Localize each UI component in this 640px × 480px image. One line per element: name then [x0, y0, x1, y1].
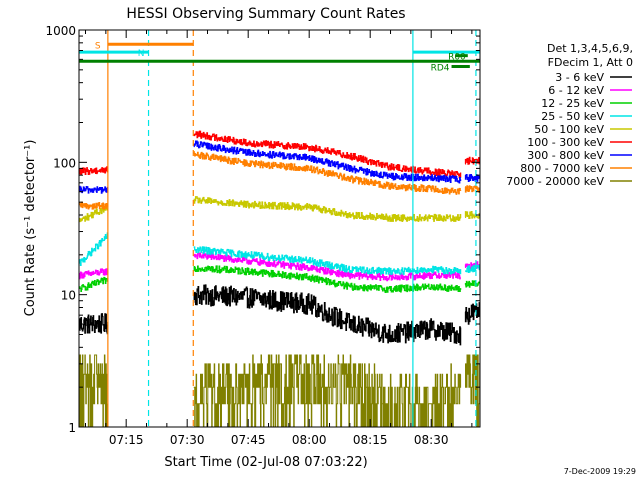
series-line-800-7000-kev	[78, 151, 481, 210]
y-tick-label: 1	[68, 421, 76, 435]
y-axis-label: Count Rate (s⁻¹ detector⁻¹)	[23, 140, 38, 317]
legend-entry-label: 3 - 6 keV	[555, 71, 604, 84]
plot-frame	[78, 29, 481, 428]
annotation-label-s: S	[95, 41, 101, 51]
x-tick-label: 07:45	[231, 433, 266, 447]
y-tick-label: 100	[53, 156, 76, 170]
x-tick-label: 08:30	[414, 433, 449, 447]
legend: Det 1,3,4,5,6,9, FDecim 1, Att 0 3 - 6 k…	[506, 42, 633, 188]
series-line-12-25-kev	[78, 265, 481, 293]
y-tick-label: 10	[61, 289, 76, 303]
chart-title: HESSI Observing Summary Count Rates	[126, 6, 405, 22]
y-tick-label: 1000	[45, 24, 76, 38]
legend-entry-label: 6 - 12 keV	[548, 84, 604, 97]
legend-entry-label: 300 - 800 keV	[527, 149, 604, 162]
y-axis: 1 10 100 1000	[45, 24, 480, 435]
legend-header-line-1: Det 1,3,4,5,6,9,	[547, 42, 633, 55]
x-tick-label: 08:00	[292, 433, 327, 447]
footer-date: 7-Dec-2009 19:29	[564, 467, 636, 476]
series-line-300-800-kev	[78, 140, 481, 194]
annotation-label-n: N	[138, 49, 145, 59]
series-line-25-50-kev	[78, 232, 481, 276]
legend-entry-label: 7000 - 20000 keV	[506, 175, 604, 188]
x-axis: 07:15 07:30 07:45 08:00 08:15 08:30	[85, 30, 473, 447]
legend-entry-label: 100 - 300 keV	[527, 136, 604, 149]
x-tick-label: 07:30	[170, 433, 205, 447]
series-line-3-6-kev	[78, 284, 481, 346]
legend-entry-label: 50 - 100 keV	[534, 123, 604, 136]
legend-entry-label: 12 - 25 keV	[541, 97, 604, 110]
series-line-6-12-kev	[78, 251, 481, 282]
x-axis-label: Start Time (02-Jul-08 07:03:22)	[164, 455, 367, 470]
legend-entry-label: 800 - 7000 keV	[520, 162, 604, 175]
legend-header-line-2: FDecim 1, Att 0	[548, 56, 633, 69]
annotation-label-r00: R00	[448, 53, 466, 63]
series-line-100-300-kev	[78, 130, 481, 179]
x-tick-label: 07:15	[109, 433, 144, 447]
legend-entry-label: 25 - 50 keV	[541, 110, 604, 123]
x-tick-label: 08:15	[353, 433, 388, 447]
annotation-label-rd4: RD4	[431, 63, 450, 73]
